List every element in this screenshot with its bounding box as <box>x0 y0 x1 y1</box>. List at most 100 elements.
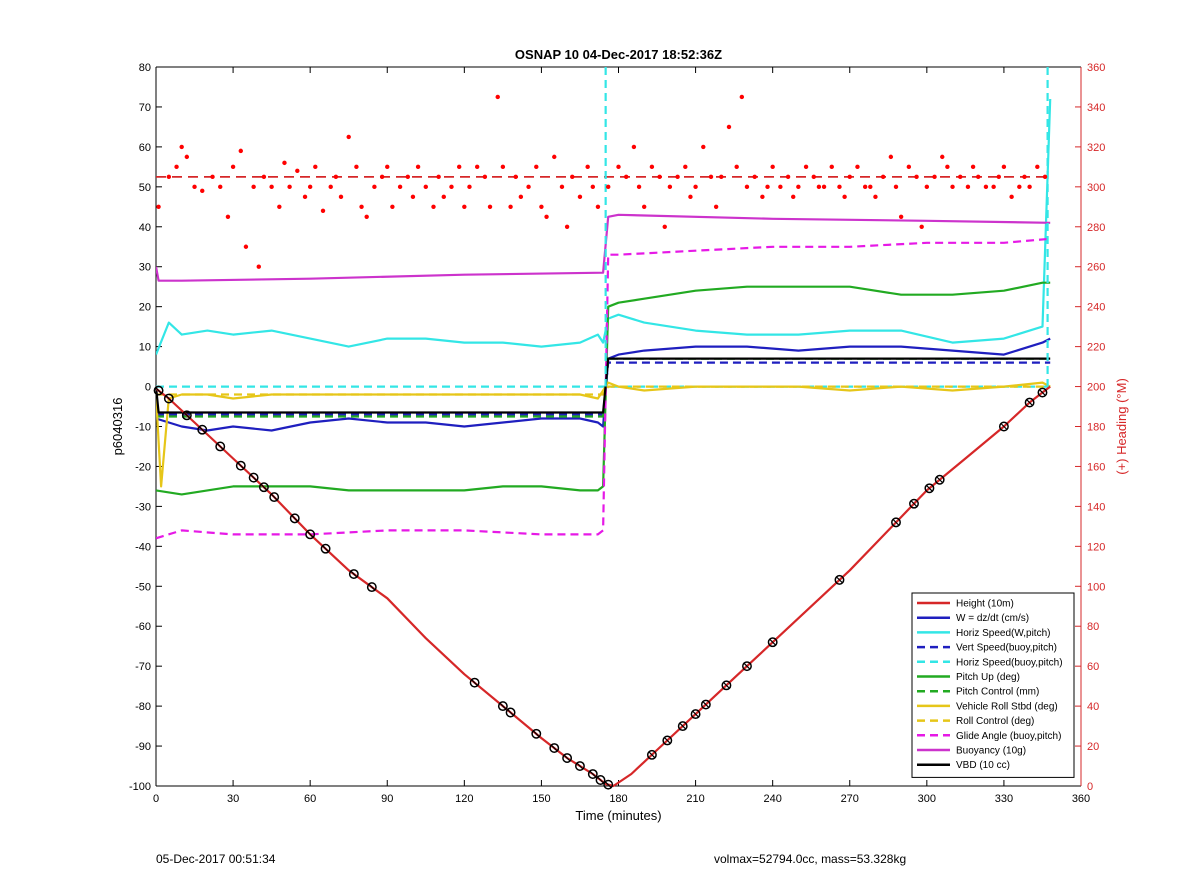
heading-point <box>436 174 441 180</box>
y-tick-label: -80 <box>135 701 151 713</box>
glider-marker <box>646 749 657 760</box>
y-tick-label: 70 <box>139 102 151 114</box>
heading-point <box>924 184 930 190</box>
glider-marker-cross <box>250 474 258 482</box>
heading-point <box>243 244 249 249</box>
glider-marker <box>700 699 711 710</box>
heading-point <box>996 174 1001 180</box>
y-tick-label: -70 <box>135 661 151 673</box>
series-pitch-control-mm <box>156 357 1051 418</box>
y-tick-label: -40 <box>135 541 151 553</box>
y-right-tick-label: 220 <box>1087 342 1105 354</box>
glider-marker <box>197 424 208 435</box>
heading-point <box>225 214 231 219</box>
heading-point <box>940 154 945 160</box>
heading-point <box>837 184 842 190</box>
glider-marker-cross <box>679 722 687 730</box>
heading-point <box>791 194 796 200</box>
legend-label: Roll Control (deg) <box>956 716 1034 727</box>
heading-point <box>423 184 428 190</box>
heading-point <box>166 174 172 180</box>
glider-marker-cross <box>550 744 558 752</box>
heading-point <box>1017 184 1022 190</box>
heading-point <box>218 184 223 190</box>
series-vbd-10-cc <box>156 357 1051 414</box>
x-tick-label: 30 <box>227 793 239 805</box>
heading-point <box>534 164 539 170</box>
heading-point <box>256 264 261 269</box>
heading-point <box>719 174 724 180</box>
heading-point <box>539 204 544 210</box>
glider-marker <box>767 637 778 648</box>
y-tick-label: -50 <box>135 581 151 593</box>
y-tick-label: -100 <box>129 781 151 793</box>
heading-point <box>734 164 739 170</box>
x-tick-label: 330 <box>995 793 1013 805</box>
glider-marker-cross <box>648 751 656 759</box>
x-tick-label: 270 <box>841 793 859 805</box>
y-right-tick-label: 160 <box>1087 461 1105 473</box>
y-right-tick-label: 360 <box>1087 62 1105 74</box>
heading-point <box>991 184 996 190</box>
heading-point <box>495 94 500 100</box>
y-right-tick-label: 340 <box>1087 102 1105 114</box>
glider-marker-cross <box>692 710 700 718</box>
y-tick-label: -30 <box>135 501 151 513</box>
heading-point <box>744 184 750 190</box>
glider-marker <box>662 735 673 746</box>
y-right-tick-label: 240 <box>1087 302 1105 314</box>
heading-point <box>359 204 364 210</box>
glider-marker <box>891 517 901 528</box>
heading-point <box>965 184 971 190</box>
glider-marker <box>505 707 516 718</box>
heading-point <box>184 154 190 160</box>
y-tick-label: 60 <box>139 142 151 154</box>
heading-point <box>1035 164 1040 170</box>
heading-point <box>277 204 282 210</box>
glider-marker-cross <box>198 426 206 434</box>
legend-label: Glide Angle (buoy,pitch) <box>956 731 1061 742</box>
heading-point <box>616 164 621 170</box>
glider-marker-cross <box>563 754 571 762</box>
heading-point <box>405 174 411 180</box>
glider-marker-cross <box>237 462 245 470</box>
heading-point <box>482 174 488 180</box>
heading-point <box>983 184 989 190</box>
glider-marker <box>320 543 331 554</box>
heading-point <box>487 204 493 210</box>
glider-marker-cross <box>216 443 224 450</box>
glider-marker <box>742 661 752 672</box>
legend-label: Buoyancy (10g) <box>956 746 1026 757</box>
heading-point <box>1009 194 1014 200</box>
glider-marker <box>269 492 280 503</box>
glider-marker <box>998 421 1009 432</box>
glider-marker-cross <box>183 411 191 419</box>
heading-point <box>873 194 878 200</box>
heading-point <box>888 154 894 160</box>
glider-marker <box>1037 387 1048 398</box>
heading-point <box>657 174 662 180</box>
heading-point <box>970 164 976 170</box>
glider-marker-cross <box>576 762 584 770</box>
glider-marker-cross <box>743 662 751 670</box>
heading-point <box>379 174 385 180</box>
y-right-tick-label: 60 <box>1087 661 1099 673</box>
glider-marker-cross <box>589 770 597 778</box>
y-right-axis-label: (+) Heading (°M) <box>1114 378 1129 475</box>
y-right-tick-label: 180 <box>1087 422 1105 434</box>
heading-point <box>821 184 827 190</box>
heading-point <box>364 214 369 219</box>
heading-point <box>397 184 403 190</box>
glider-marker <box>469 677 480 688</box>
glider-marker-cross <box>769 638 777 646</box>
heading-point <box>919 224 924 229</box>
glider-marker-cross <box>702 701 710 708</box>
heading-point <box>230 164 236 170</box>
heading-point <box>675 174 680 180</box>
heading-point <box>641 204 647 210</box>
y-right-tick-label: 100 <box>1087 581 1105 593</box>
glider-marker-cross <box>663 737 671 744</box>
heading-point <box>855 164 860 170</box>
glider-marker <box>549 743 560 754</box>
heading-point <box>320 208 326 213</box>
